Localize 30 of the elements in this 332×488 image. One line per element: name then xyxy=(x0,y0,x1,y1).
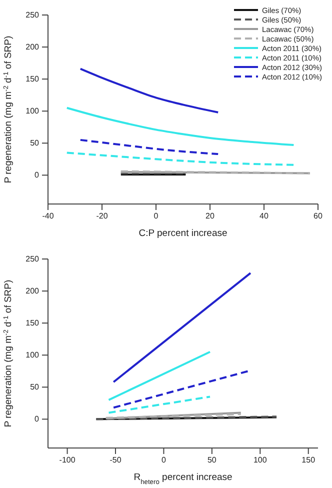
y-tick-label: 150 xyxy=(26,74,40,84)
x-axis-title: R$_{hetero}$ percent increase xyxy=(134,472,232,486)
line-series xyxy=(79,138,220,156)
y-tick-label: 250 xyxy=(26,10,40,20)
x-tick-label: 0 xyxy=(161,456,166,465)
x-tick-label: -50 xyxy=(110,456,122,465)
y-tick-label: 100 xyxy=(26,106,40,116)
y-tick-label: 0 xyxy=(34,414,40,424)
x-axis-title: C:P percent increase xyxy=(138,228,228,239)
y-tick-label: 50 xyxy=(30,138,40,148)
y-tick-label: 200 xyxy=(26,42,40,52)
x-tick-label: 0 xyxy=(154,212,159,221)
y-tick-label: 150 xyxy=(26,318,40,328)
y-tick-label: 50 xyxy=(30,382,40,392)
y-tick-label: 250 xyxy=(26,254,40,264)
x-tick-label: -100 xyxy=(59,456,76,465)
line-series xyxy=(66,152,295,166)
line-series xyxy=(66,106,295,146)
x-tick-label: 20 xyxy=(206,212,215,221)
y-tick-label: 200 xyxy=(26,286,40,296)
x-tick-label: 100 xyxy=(253,456,268,465)
x-tick-label: -40 xyxy=(42,212,54,221)
y-tick-label: 0 xyxy=(34,170,40,180)
y-tick-label: 100 xyxy=(26,350,40,360)
x-tick-label: 40 xyxy=(260,212,269,221)
x-tick-label: 150 xyxy=(302,456,316,465)
line-series xyxy=(79,68,220,114)
x-tick-label: 60 xyxy=(314,212,323,221)
x-tick-label: -20 xyxy=(96,212,108,221)
x-tick-label: 50 xyxy=(207,456,217,465)
